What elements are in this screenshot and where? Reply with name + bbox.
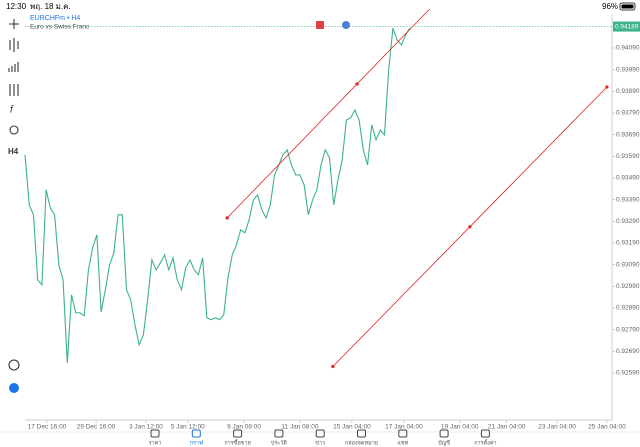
objects-tool[interactable]	[9, 125, 19, 135]
x-tick-label: 9 Jan 08:00	[227, 424, 261, 431]
status-date: พฤ. 18 ม.ค.	[30, 2, 71, 11]
buy-button[interactable]	[342, 21, 350, 29]
nav-label[interactable]: การตั้งค่า	[474, 438, 496, 446]
x-tick-label: 25 Jan 04:00	[588, 424, 626, 431]
nav-label[interactable]: ประวัติ	[271, 439, 287, 446]
indicators-tool[interactable]	[8, 62, 19, 72]
bottom-nav: ราคา กราฟ การซื้อขาย ประวัติ ข่าว กล่องจดหมาย…	[0, 429, 640, 446]
nav-label[interactable]: ราคา	[149, 440, 162, 446]
trendline-anchor[interactable]	[331, 364, 335, 369]
status-time: 12:30	[6, 2, 27, 11]
y-tick-label: 0.92890	[616, 305, 640, 312]
x-tick-label: 21 Jan 04:00	[488, 424, 526, 431]
battery-level	[621, 4, 634, 9]
nav-icon[interactable]	[398, 429, 408, 438]
left-toolbar: f H4	[8, 19, 20, 393]
trendline-anchor[interactable]	[605, 85, 609, 89]
nav-icon[interactable]	[191, 429, 201, 438]
trade-icon[interactable]	[9, 383, 19, 393]
y-tick-label: 0.93990	[616, 66, 640, 73]
nav-icon[interactable]	[233, 429, 243, 438]
y-tick-label: 0.93890	[616, 88, 640, 95]
y-tick-label: 0.93290	[616, 218, 640, 225]
timeframe[interactable]: H4	[8, 147, 19, 156]
x-tick-label: 29 Dec 16:00	[77, 424, 116, 431]
chart: 0.94090 0.93990 0.93890 0.93790 0.93690 0.935…	[24, 8, 640, 431]
x-tick-label: 5 Jan 12:00	[171, 424, 205, 431]
nav-icon[interactable]	[480, 429, 490, 438]
trendline-mid[interactable]	[468, 225, 472, 229]
y-tick-label: 0.93790	[616, 110, 640, 117]
y-tick-label: 0.92790	[616, 326, 640, 333]
y-tick-label: 0.93490	[616, 175, 640, 182]
y-tick-label: 0.92990	[616, 283, 640, 290]
price-line	[24, 27, 411, 363]
y-tick-label: 0.93090	[616, 261, 640, 268]
nav-label[interactable]: แชท	[397, 439, 408, 446]
nav-label[interactable]: กราฟ	[190, 439, 203, 446]
last-price-box	[613, 21, 640, 32]
nav-icon[interactable]	[274, 429, 284, 438]
symbol-description: Euro vs Swiss Franc	[30, 24, 90, 31]
chart-type-tool[interactable]	[9, 38, 19, 52]
y-tick-label: 0.93390	[616, 196, 640, 203]
x-tick-label: 3 Jan 12:00	[129, 424, 163, 431]
sell-button[interactable]	[316, 21, 324, 29]
battery-icon	[619, 2, 636, 11]
y-tick-label: 0.92690	[616, 348, 640, 355]
x-tick-label: 17 Dec 16:00	[28, 424, 67, 431]
nav-icon[interactable]	[315, 429, 325, 438]
y-tick-label: 0.93690	[616, 131, 640, 138]
y-tick-label: 0.93190	[616, 240, 640, 247]
x-tick-label: 23 Jan 04:00	[538, 424, 576, 431]
trendline-anchor[interactable]	[225, 216, 229, 220]
nav-icon[interactable]	[150, 429, 160, 438]
x-tick-label: 17 Jan 04:00	[385, 424, 423, 431]
symbol-name[interactable]: EURCHFm • H4	[30, 15, 80, 22]
nav-label[interactable]: การซื้อขาย	[224, 438, 250, 446]
crosshair-tool[interactable]	[9, 19, 19, 29]
x-tick-label: 11 Jan 08:00	[281, 424, 318, 431]
quick-trade[interactable]	[8, 359, 20, 371]
x-tick-label: 15 Jan 04:00	[333, 424, 371, 431]
function-tool[interactable]: f	[10, 105, 14, 116]
trendline-anchor[interactable]	[355, 82, 359, 86]
y-tick-label: 0.94090	[616, 45, 640, 52]
nav-icon[interactable]	[439, 429, 449, 438]
nav-label[interactable]: บัญชี	[438, 439, 450, 446]
nav-label[interactable]: กล่องจดหมาย	[345, 440, 378, 446]
settings-tool[interactable]	[9, 84, 19, 96]
status-battery: 96%	[602, 2, 618, 11]
trendline	[226, 8, 430, 219]
x-tick-label: 19 Jan 04:00	[441, 424, 479, 431]
last-price-label: 0.94189	[615, 23, 639, 30]
nav-icon[interactable]	[357, 429, 366, 438]
y-tick-label: 0.93590	[616, 153, 640, 160]
nav-label[interactable]: ข่าว	[315, 440, 325, 446]
y-tick-label: 0.92590	[616, 370, 640, 377]
